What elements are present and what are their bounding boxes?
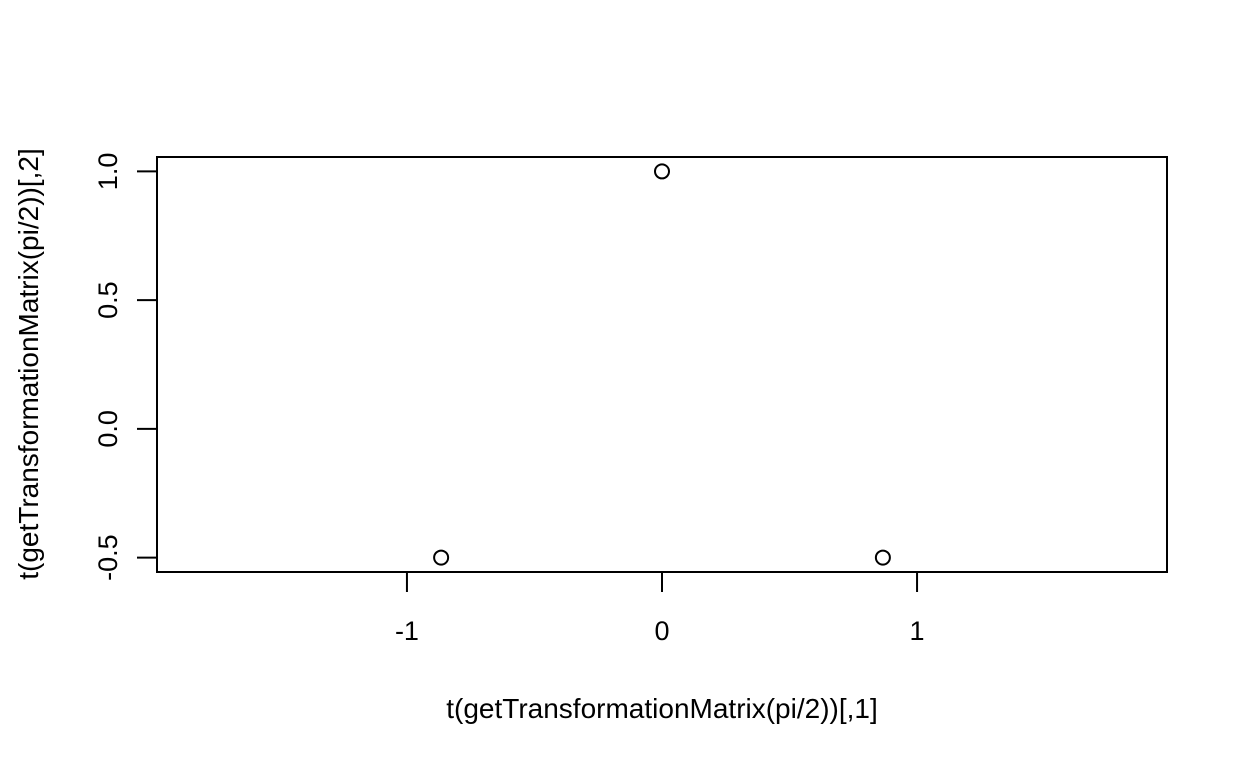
plot-frame [156,156,1168,573]
data-point [433,549,450,566]
data-points [433,163,891,566]
data-point [654,163,670,180]
y-axis: -0.5 0.0 0.5 1.0 [93,153,158,581]
x-tick-label: 1 [910,616,925,646]
x-tick-label: 0 [654,616,669,646]
y-tick-label: 0.0 [93,410,123,448]
x-axis-title: t(getTransformationMatrix(pi/2))[,1] [446,693,878,724]
y-tick-label: 1.0 [93,153,123,191]
x-tick-label: -1 [395,616,419,646]
x-axis: -1 0 1 [395,571,925,646]
y-tick-label: 0.5 [93,281,123,319]
y-axis-title: t(getTransformationMatrix(pi/2))[,2] [13,148,44,580]
data-point [874,549,891,566]
y-tick-label: -0.5 [93,534,123,581]
